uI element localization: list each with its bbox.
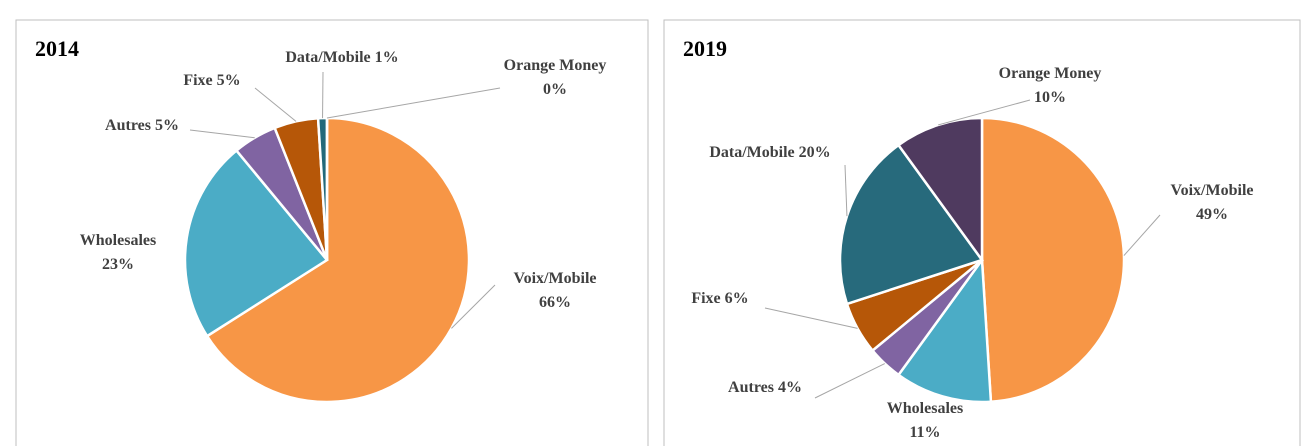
pie-slice xyxy=(183,148,329,338)
label-category: Data/Mobile xyxy=(285,49,370,66)
data-label: Data/Mobile 1% xyxy=(285,49,398,66)
label-category: Data/Mobile xyxy=(709,144,794,161)
leader-line xyxy=(814,363,886,399)
label-category: Wholesales xyxy=(887,400,963,417)
label-value: 66% xyxy=(539,294,571,311)
data-label: Wholesales 11% xyxy=(887,400,963,441)
pie-slice xyxy=(205,116,471,404)
data-label: Voix/Mobile 66% xyxy=(514,270,597,311)
label-value: 0% xyxy=(543,81,567,98)
data-label: Autres 5% xyxy=(105,117,179,134)
data-label: Fixe 6% xyxy=(691,290,748,307)
label-category: Fixe xyxy=(183,72,212,89)
label-value: 6% xyxy=(725,290,749,307)
leader-line xyxy=(937,99,1031,126)
label-value: 49% xyxy=(1196,206,1228,223)
pie-slice xyxy=(980,116,1126,404)
data-label: Wholesales 23% xyxy=(80,232,156,273)
leader-line xyxy=(844,164,848,217)
label-category: Orange Money xyxy=(504,57,607,74)
label-value: 11% xyxy=(909,424,940,441)
label-value: 23% xyxy=(102,256,134,273)
leader-line xyxy=(254,87,297,122)
chart-title: 2019 xyxy=(683,36,727,61)
label-category: Orange Money xyxy=(999,65,1102,82)
leader-line xyxy=(189,129,255,139)
pie-slice xyxy=(838,143,985,306)
data-label: Autres 4% xyxy=(728,379,802,396)
pie-slice xyxy=(896,256,993,404)
label-value: 20% xyxy=(799,144,831,161)
data-label: Fixe 5% xyxy=(183,72,240,89)
leader-line xyxy=(326,87,501,119)
label-category: Wholesales xyxy=(80,232,156,249)
label-category: Autres xyxy=(105,117,151,134)
label-value: 10% xyxy=(1034,89,1066,106)
chart-title: 2014 xyxy=(35,36,79,61)
label-category: Voix/Mobile xyxy=(514,270,597,287)
label-category: Autres xyxy=(728,379,774,396)
data-label: Data/Mobile 20% xyxy=(709,144,830,161)
leader-line xyxy=(764,307,858,329)
leader-line xyxy=(1123,214,1161,256)
label-category: Fixe xyxy=(691,290,720,307)
data-label: Voix/Mobile 49% xyxy=(1171,182,1254,223)
label-value: 5% xyxy=(217,72,241,89)
data-label: Orange Money 10% xyxy=(999,65,1102,106)
label-value: 5% xyxy=(155,117,179,134)
label-value: 1% xyxy=(375,49,399,66)
label-value: 4% xyxy=(778,379,802,396)
leader-line xyxy=(451,284,496,329)
data-label: Orange Money 0% xyxy=(504,57,607,98)
label-category: Voix/Mobile xyxy=(1171,182,1254,199)
